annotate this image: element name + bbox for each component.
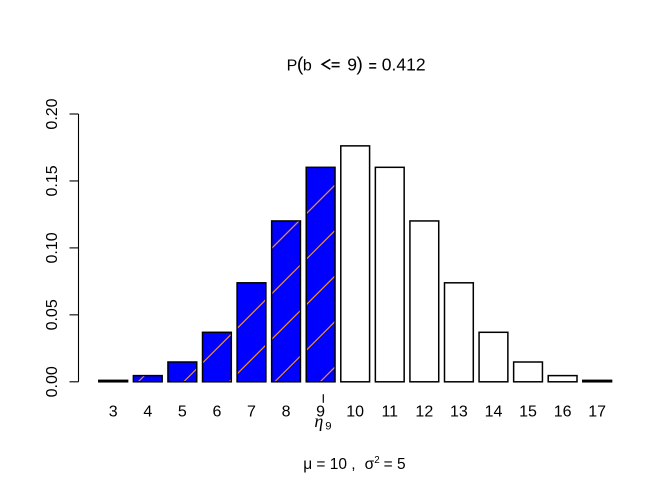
svg-text:13: 13	[450, 404, 468, 421]
svg-text:9: 9	[316, 404, 325, 421]
svg-text:0.10: 0.10	[44, 232, 61, 263]
svg-text:12: 12	[415, 404, 433, 421]
svg-text:14: 14	[485, 404, 503, 421]
svg-text:4: 4	[143, 404, 152, 421]
svg-text:0.15: 0.15	[44, 165, 61, 196]
svg-text:8: 8	[282, 404, 291, 421]
svg-text:0.00: 0.00	[44, 366, 61, 397]
svg-text:5: 5	[178, 404, 187, 421]
svg-text:11: 11	[381, 404, 398, 421]
svg-text:P(b: P(b	[287, 54, 312, 76]
svg-text:7: 7	[247, 404, 256, 421]
svg-text:16: 16	[554, 404, 572, 421]
svg-text:3: 3	[109, 404, 118, 421]
svg-text:17: 17	[588, 404, 606, 421]
svg-text:6: 6	[212, 404, 221, 421]
svg-text:10: 10	[346, 404, 364, 421]
svg-text:9: 9	[325, 421, 331, 433]
svg-text:0.20: 0.20	[44, 98, 61, 129]
svg-text:0.05: 0.05	[44, 299, 61, 330]
svg-text:μ = 10,σ2= 5: μ = 10, σ2 = 5	[303, 455, 405, 473]
svg-text:15: 15	[519, 404, 537, 421]
svg-text:η: η	[314, 411, 323, 431]
svg-text:9)0.412: 9) 0.412	[347, 54, 425, 76]
